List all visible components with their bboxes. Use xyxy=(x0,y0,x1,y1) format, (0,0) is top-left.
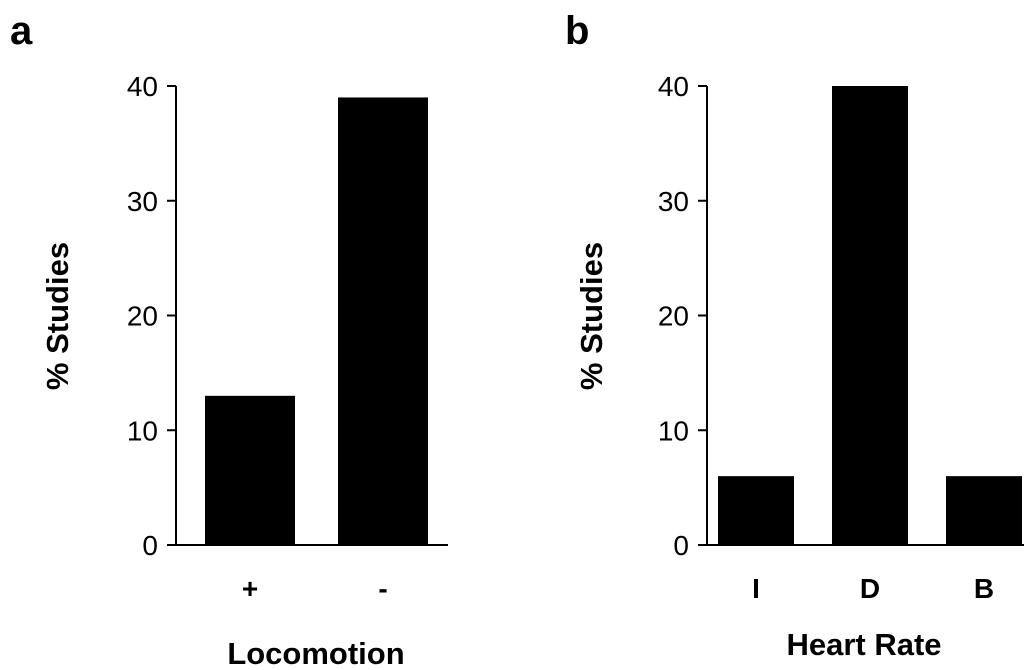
panel-b-category-label-0: I xyxy=(752,573,760,604)
panel-a-bar-1 xyxy=(338,97,428,545)
panel-a-x-axis-title: Locomotion xyxy=(227,636,404,670)
panel-b-y-tick-label-4: 40 xyxy=(658,71,689,102)
panel-a-chart: a 0 10 20 30 40 + - % Studies Locomotion xyxy=(10,9,448,670)
panel-a-y-tick-label-4: 40 xyxy=(127,71,158,102)
panel-a-y-axis-title: % Studies xyxy=(40,242,75,390)
panel-b-y-tick-label-2: 20 xyxy=(658,301,689,332)
panel-b-bar-1 xyxy=(832,86,908,545)
panel-b-label: b xyxy=(565,9,589,53)
panel-b-y-tick-label-1: 10 xyxy=(658,415,689,446)
panel-a-category-label-0: + xyxy=(242,573,258,604)
panel-a-y-tick-label-2: 20 xyxy=(127,301,158,332)
panel-a-y-tick-label-0: 0 xyxy=(142,530,158,561)
panel-a-bar-0 xyxy=(205,395,295,545)
panel-b-category-label-2: B xyxy=(974,573,994,604)
panel-a-category-label-1: - xyxy=(378,573,387,604)
panel-b-y-tick-label-0: 0 xyxy=(673,530,689,561)
panel-a-y-tick-label-1: 10 xyxy=(127,415,158,446)
panel-b-x-axis-title: Heart Rate xyxy=(786,627,941,662)
panel-b-chart: b 0 10 20 30 40 I D B % Studies Heart Rate xyxy=(565,9,1024,662)
panel-b-bar-0 xyxy=(718,476,794,545)
panel-a-label: a xyxy=(10,9,33,53)
panel-a-y-tick-label-3: 30 xyxy=(127,186,158,217)
panel-b-category-label-1: D xyxy=(860,573,880,604)
panel-b-bar-2 xyxy=(946,476,1022,545)
panel-b-y-axis-title: % Studies xyxy=(574,242,609,390)
panel-b-y-tick-label-3: 30 xyxy=(658,186,689,217)
